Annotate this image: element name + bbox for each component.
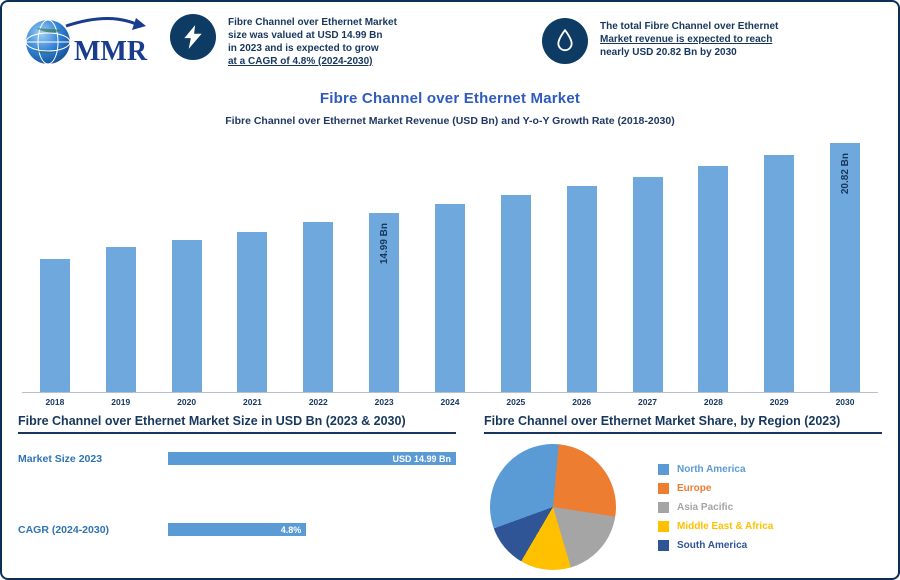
stat-line: Market revenue is expected to reach: [600, 34, 773, 45]
growth-icon: [542, 18, 588, 64]
bar-slot-2029: 2029: [746, 134, 812, 407]
legend-item: North America: [658, 463, 773, 475]
legend-label: Middle East & Africa: [677, 520, 774, 532]
pie-legend: North America Europe Asia Pacific Middle Ea…: [658, 456, 773, 559]
bar-slot-2022: 2022: [285, 134, 351, 407]
legend-swatch: [658, 520, 669, 532]
x-axis-tick: 2024: [440, 397, 460, 407]
stat-line: at a CAGR of 4.8% (2024-2030): [228, 56, 373, 67]
stat-line: size was valued at USD 14.99 Bn: [228, 30, 383, 41]
bar-value-label: 14.99 Bn: [378, 223, 390, 265]
bar-2030: 20.82 Bn: [830, 143, 861, 392]
revenue-bar-chart: 2018 2019 2020 2021 2022 14.99 Bn 2023 2024 2025…: [22, 134, 878, 407]
bar-2029: [764, 155, 795, 392]
bar-2027: [632, 177, 663, 392]
bar-2023: 14.99 Bn: [369, 213, 400, 392]
stat-forecast-text: The total Fibre Channel over Ethernet Ma…: [600, 18, 778, 59]
market-size-bar: 4.8%: [168, 523, 307, 536]
legend-label: North America: [677, 463, 746, 475]
pie-chart-area: North America Europe Asia Pacific Middle Ea…: [484, 444, 882, 570]
page-title: Fibre Channel over Ethernet Market: [319, 90, 581, 107]
bar-slot-2019: 2019: [88, 134, 154, 407]
market-size-bar: USD 14.99 Bn: [168, 452, 456, 465]
legend-item: Asia Pacific: [658, 501, 773, 513]
bar-slot-2018: 2018: [22, 134, 88, 407]
market-size-bar-track: USD 14.99 Bn: [168, 452, 456, 465]
stat-line: The total Fibre Channel over Ethernet: [600, 21, 779, 32]
bar-2018: [39, 259, 70, 392]
x-axis-tick: 2018: [45, 397, 65, 407]
x-axis-tick: 2027: [638, 397, 657, 407]
bottom-panels: Fibre Channel over Ethernet Market Size …: [18, 414, 882, 570]
x-axis-tick: 2030: [835, 397, 855, 407]
bar-2024: [434, 204, 465, 392]
bar-slot-2020: 2020: [154, 134, 220, 407]
bar-slot-2025: 2025: [483, 134, 549, 407]
legend-swatch: [658, 482, 669, 494]
market-size-row-label: CAGR (2024-2030): [18, 523, 110, 536]
bar-2021: [237, 232, 268, 392]
market-size-bars: Market Size 2023 USD 14.99 Bn CAGR (2024-2…: [18, 452, 456, 536]
legend-item: Middle East & Africa: [658, 520, 774, 532]
market-share-panel-title: Fibre Channel over Ethernet Market Share…: [484, 414, 882, 434]
x-axis-tick: 2019: [111, 397, 131, 407]
market-size-panel-title: Fibre Channel over Ethernet Market Size …: [18, 414, 456, 434]
x-axis-tick: 2026: [572, 397, 592, 407]
legend-label: Europe: [677, 482, 712, 494]
market-share-panel: Fibre Channel over Ethernet Market Share…: [484, 414, 882, 570]
bar-slot-2026: 2026: [549, 134, 615, 407]
legend-swatch: [658, 501, 669, 513]
x-axis-tick: 2022: [308, 397, 328, 407]
legend-swatch: [658, 463, 669, 475]
lightning-icon: [170, 14, 216, 60]
x-axis-tick: 2021: [242, 397, 262, 407]
header-stat-valuation: Fibre Channel over Ethernet Market size …: [170, 14, 490, 68]
x-axis-tick: 2025: [506, 397, 526, 407]
bar-slot-2021: 2021: [220, 134, 286, 407]
market-size-panel: Fibre Channel over Ethernet Market Size …: [18, 414, 456, 570]
legend-label: South America: [677, 539, 748, 551]
market-size-bar-track: 4.8%: [168, 523, 456, 536]
bar-2019: [105, 247, 136, 392]
stat-line: in 2023 and is expected to grow: [228, 43, 379, 54]
legend-item: South America: [658, 539, 773, 551]
stat-line: Fibre Channel over Ethernet Market: [228, 17, 397, 28]
market-size-row: CAGR (2024-2030) 4.8%: [18, 523, 456, 536]
bar-2028: [698, 166, 729, 392]
bar-slot-2024: 2024: [417, 134, 483, 407]
bar-series: 2018 2019 2020 2021 2022 14.99 Bn 2023 2024 2025…: [22, 134, 878, 407]
x-axis-tick: 2029: [769, 397, 789, 407]
market-size-row-label: Market Size 2023: [18, 452, 103, 465]
stat-line: nearly USD 20.82 Bn by 2030: [600, 47, 737, 58]
bar-slot-2028: 2028: [680, 134, 746, 407]
market-size-row: Market Size 2023 USD 14.99 Bn: [18, 452, 456, 465]
globe-icon: MMR: [25, 16, 148, 67]
bar-slot-2023: 14.99 Bn 2023: [351, 134, 417, 407]
x-axis-tick: 2023: [374, 397, 394, 407]
legend-swatch: [658, 539, 669, 551]
header-stat-forecast: The total Fibre Channel over Ethernet Ma…: [542, 18, 887, 64]
mmr-logo: MMR: [18, 12, 168, 74]
bar-slot-2030: 20.82 Bn 2030: [812, 134, 878, 407]
legend-label: Asia Pacific: [677, 501, 734, 513]
region-pie-chart: [490, 444, 616, 570]
chart-subtitle: Fibre Channel over Ethernet Market Reven…: [225, 115, 675, 127]
legend-item: Europe: [658, 482, 773, 494]
bar-2022: [303, 222, 334, 392]
bar-2025: [500, 195, 531, 392]
bar-value-label: 20.82 Bn: [839, 153, 851, 195]
x-axis-tick: 2028: [703, 397, 723, 407]
bar-2020: [171, 240, 202, 392]
logo-text: MMR: [74, 36, 148, 67]
stat-valuation-text: Fibre Channel over Ethernet Market size …: [228, 14, 397, 68]
bar-2026: [566, 186, 597, 392]
bar-slot-2027: 2027: [615, 134, 681, 407]
x-axis-tick: 2020: [177, 397, 197, 407]
